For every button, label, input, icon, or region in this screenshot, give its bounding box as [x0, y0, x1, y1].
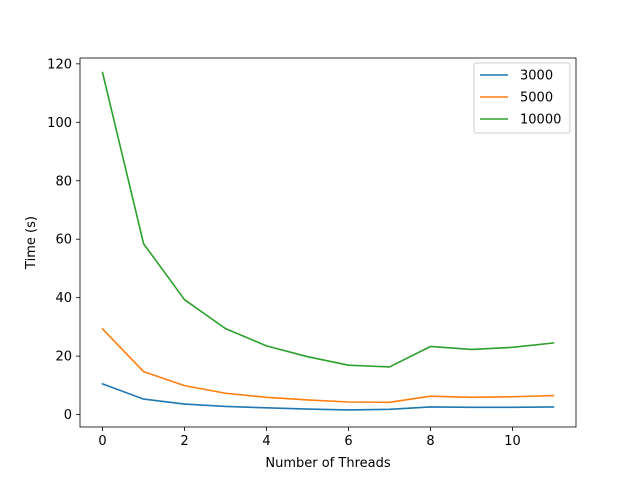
axes-frame	[79, 57, 577, 428]
y-tick-label: 60	[55, 233, 72, 248]
y-tick-label: 120	[47, 57, 72, 72]
x-axis-label: Number of Threads	[265, 456, 390, 471]
y-tick-label: 40	[55, 291, 72, 306]
x-tick-label: 0	[98, 434, 106, 449]
series-line-10000	[101, 71, 555, 368]
series-line-3000	[101, 382, 555, 411]
legend-label-10000: 10000	[520, 113, 561, 128]
x-axis-ticks: 0 2 4 6 8 10	[98, 427, 521, 449]
legend-label-3000: 3000	[520, 69, 553, 84]
x-tick-label: 10	[504, 434, 521, 449]
legend-label-5000: 5000	[520, 91, 553, 106]
x-tick-label: 4	[262, 434, 270, 449]
series-layer	[101, 71, 555, 411]
y-axis-ticks: 0 20 40 60 80 100 120	[47, 57, 80, 423]
legend: 3000 5000 10000	[473, 62, 571, 134]
legend-frame	[473, 62, 571, 134]
x-tick-label: 8	[426, 434, 434, 449]
y-tick-label: 80	[55, 174, 72, 189]
y-axis-label: Time (s)	[24, 216, 39, 270]
y-tick-label: 0	[64, 408, 72, 423]
x-tick-label: 2	[180, 434, 188, 449]
y-tick-label: 100	[47, 116, 72, 131]
x-tick-label: 6	[344, 434, 352, 449]
y-tick-label: 20	[55, 350, 72, 365]
series-line-5000	[101, 327, 555, 404]
